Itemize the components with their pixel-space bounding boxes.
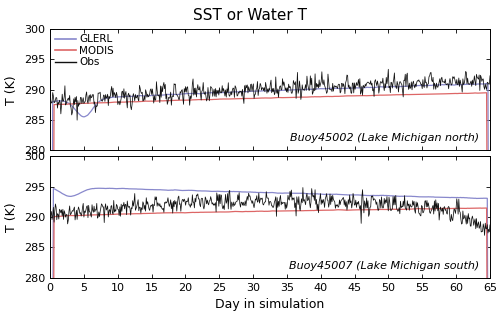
Y-axis label: T (K): T (K)	[6, 75, 18, 105]
Text: Buoy45007 (Lake Michigan south): Buoy45007 (Lake Michigan south)	[289, 261, 479, 270]
Y-axis label: T (K): T (K)	[6, 202, 18, 232]
X-axis label: Day in simulation: Day in simulation	[216, 298, 324, 311]
Text: SST or Water T: SST or Water T	[193, 8, 307, 23]
Text: Buoy45002 (Lake Michigan north): Buoy45002 (Lake Michigan north)	[290, 133, 479, 143]
Legend: GLERL, MODIS, Obs: GLERL, MODIS, Obs	[53, 32, 116, 69]
